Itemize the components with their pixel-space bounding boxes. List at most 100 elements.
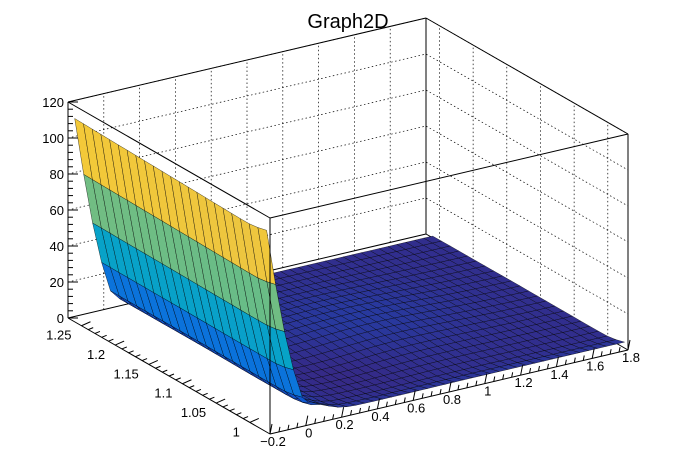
y-major-tick — [182, 379, 192, 385]
z-tick-label: 20 — [50, 275, 64, 290]
x-minor-tick — [546, 363, 549, 369]
x-major-tick — [448, 381, 452, 393]
y-major-tick — [215, 398, 226, 404]
surface-cell — [606, 339, 626, 345]
y-minor-tick — [135, 354, 141, 358]
y-minor-tick — [121, 346, 128, 350]
x-major-tick — [591, 348, 595, 359]
x-minor-tick — [457, 384, 460, 390]
y-minor-tick — [88, 327, 94, 331]
z-tick-label: 40 — [50, 239, 64, 254]
y-tick-label: 1 — [233, 424, 240, 439]
z-gridline — [67, 53, 629, 171]
x-major-tick — [484, 373, 488, 384]
x-major-tick — [627, 339, 631, 351]
y-major-tick — [114, 340, 125, 346]
y-minor-tick — [229, 408, 235, 412]
x-minor-tick — [609, 349, 612, 355]
x-tick-label: 0 — [305, 426, 312, 441]
x-major-tick — [555, 356, 559, 367]
y-tick-label: 1.2 — [87, 347, 105, 362]
chart-title: Graph2D — [307, 11, 388, 33]
x-tick-label: −0.2 — [260, 434, 286, 449]
y-minor-tick — [236, 412, 242, 416]
x-minor-tick — [538, 365, 540, 372]
x-minor-tick — [403, 397, 406, 403]
x-minor-tick — [367, 405, 370, 411]
x-minor-tick — [332, 414, 335, 420]
back-top-edge — [67, 17, 427, 103]
z-tick-label: 0 — [57, 311, 64, 326]
z-gridline — [67, 17, 629, 135]
front-top-edge-x — [269, 133, 629, 219]
x-tick-label: 0.2 — [336, 417, 354, 432]
x-tick-label: 0.8 — [443, 392, 461, 407]
z-tick-label: 60 — [50, 203, 64, 218]
x-minor-tick — [430, 391, 433, 397]
x-tick-label: 1 — [484, 384, 491, 399]
y-minor-tick — [108, 338, 114, 342]
y-tick-label: 1.25 — [46, 328, 71, 343]
y-minor-tick — [175, 377, 181, 381]
y-tick-label: 1.15 — [113, 366, 138, 381]
y-minor-tick — [189, 385, 195, 389]
y-minor-tick — [222, 404, 229, 408]
y-minor-tick — [242, 416, 249, 419]
x-major-tick — [269, 423, 273, 435]
x-minor-tick — [475, 380, 478, 386]
z-tick-label: 100 — [42, 131, 64, 146]
x-minor-tick — [529, 368, 532, 374]
x-tick-label: 1.8 — [622, 350, 640, 365]
z-tick-label: 120 — [42, 95, 64, 110]
x-minor-tick — [618, 347, 621, 353]
x-minor-tick — [439, 389, 442, 395]
x-major-tick — [305, 415, 309, 426]
right-top-edge — [425, 17, 629, 135]
y-minor-tick — [141, 358, 148, 361]
x-minor-tick — [493, 376, 496, 382]
y-minor-tick — [168, 373, 175, 377]
x-minor-tick — [323, 416, 326, 422]
y-minor-tick — [94, 331, 101, 334]
x-minor-tick — [600, 351, 603, 357]
x-minor-tick — [564, 359, 567, 365]
x-minor-tick — [394, 399, 397, 405]
x-tick-label: 1.4 — [550, 367, 568, 382]
x-minor-tick — [511, 372, 514, 378]
surface-plot — [74, 118, 626, 408]
x-minor-tick — [502, 374, 505, 380]
y-minor-tick — [101, 334, 107, 338]
front-top-edge-y — [67, 101, 271, 219]
y-minor-tick — [202, 392, 208, 396]
x-minor-tick — [582, 355, 585, 361]
x-minor-tick — [573, 357, 576, 363]
z-tick-label: 80 — [50, 167, 64, 182]
y-major-tick — [148, 359, 159, 365]
y-minor-tick — [162, 369, 168, 373]
x-minor-tick — [466, 382, 469, 388]
x-tick-label: 1.6 — [586, 358, 604, 373]
x-minor-tick — [359, 407, 361, 414]
y-tick-label: 1.1 — [154, 386, 172, 401]
y-minor-tick — [155, 365, 161, 369]
y-minor-tick — [209, 396, 215, 400]
y-minor-tick — [195, 389, 202, 392]
y-tick-label: 1.05 — [181, 405, 206, 420]
x-minor-tick — [314, 418, 317, 424]
x-tick-label: 0.4 — [371, 409, 389, 424]
y-major-tick — [81, 321, 91, 327]
x-minor-tick — [385, 401, 388, 407]
y-minor-tick — [128, 350, 134, 354]
x-major-tick — [412, 390, 416, 401]
axis-ticks: −0.2 0 0.2 0.4 0.6 0.8 1 1.2 1.4 1.6 1.8 1 1.05 1.1 1.… — [42, 95, 640, 449]
x-minor-tick — [350, 410, 353, 416]
x-tick-label: 1.2 — [515, 375, 533, 390]
x-minor-tick — [296, 422, 299, 428]
x-major-tick — [341, 407, 345, 418]
x-tick-label: 0.6 — [407, 400, 425, 415]
x-major-tick — [520, 365, 524, 376]
y-major-tick — [249, 417, 260, 423]
x-minor-tick — [278, 426, 281, 432]
